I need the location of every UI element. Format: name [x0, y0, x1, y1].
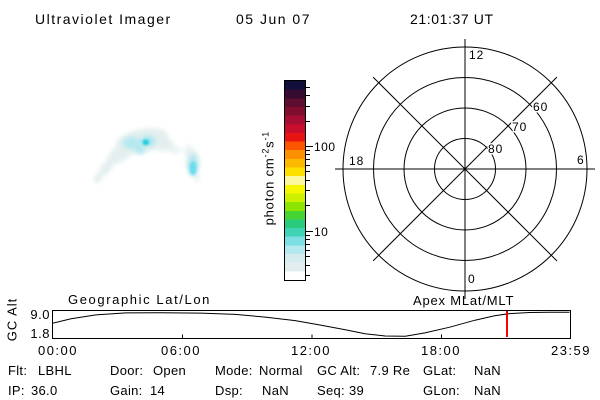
timeline-ymin-label: 1.8: [30, 326, 50, 341]
colorbar-ticks: [306, 87, 313, 276]
colorbar-tick-10: 10: [314, 225, 329, 239]
page-title: Ultraviolet Imager: [35, 11, 172, 27]
colorbar-gradient: [285, 81, 305, 280]
polar-spokes: [335, 39, 595, 299]
timeline-xtick-1200: 12:00: [290, 343, 332, 358]
status-gcalt-label: GC Alt:: [317, 363, 361, 378]
altitude-curve-svg: [52, 311, 570, 338]
status-mode-label: Mode:: [215, 363, 253, 378]
status-dsp-label: Dsp:: [215, 383, 243, 398]
header-timestamp: 21:01:37 UT: [410, 11, 494, 27]
status-ip-label: IP:: [8, 383, 25, 398]
colorbar: [284, 80, 306, 281]
polar-ring-label-80: 80: [488, 142, 503, 156]
timeline-xtick-1800: 18:00: [420, 343, 462, 358]
status-gain-value: 14: [150, 383, 166, 398]
status-ip-value: 36.0: [31, 383, 58, 398]
colorbar-unit-label: photon cm-2s-1: [260, 130, 277, 226]
timeline-title-geographic: Geographic Lat/Lon: [68, 292, 211, 307]
status-door-label: Door:: [110, 363, 144, 378]
status-door-value: Open: [153, 363, 187, 378]
status-glat-value: NaN: [474, 363, 501, 378]
status-gain-label: Gain:: [110, 383, 143, 398]
polar-hour-label-6: 6: [577, 153, 585, 167]
colorbar-tick-100: 100: [314, 140, 336, 154]
status-mode-value: Normal: [259, 363, 303, 378]
status-flt-value: LBHL: [38, 363, 72, 378]
timeline-axis-ticks: [182, 334, 442, 338]
polar-plot: 12 18 6 0 80 70 60: [335, 39, 595, 299]
timeline-xtick-0000: 00:00: [37, 343, 79, 358]
aurora-peak-spot: [143, 140, 148, 145]
polar-ring-label-70: 70: [512, 120, 527, 134]
current-time-marker: [506, 311, 508, 337]
status-glon-value: NaN: [474, 383, 501, 398]
timeline-plot-box: [52, 310, 571, 339]
status-seq-label: Seq:: [317, 383, 345, 398]
timeline-title-apex: Apex MLat/MLT: [413, 293, 515, 308]
timeline-y-axis-title: GC Alt: [4, 297, 20, 342]
status-seq-value: 39: [349, 383, 365, 398]
status-dsp-value: NaN: [262, 383, 289, 398]
polar-hour-label-18: 18: [349, 154, 364, 168]
timeline-xtick-0600: 06:00: [160, 343, 202, 358]
polar-ring-label-60: 60: [533, 100, 548, 114]
status-glon-label: GLon:: [423, 383, 460, 398]
status-gcalt-value: 7.9 Re: [370, 363, 411, 378]
polar-hour-label-0: 0: [468, 272, 476, 286]
polar-hour-label-12: 12: [469, 48, 484, 62]
altitude-curve: [52, 311, 570, 337]
aurora-faint-arc: [93, 127, 200, 183]
status-flt-label: Flt:: [8, 363, 28, 378]
timeline-ymax-label: 9.0: [30, 307, 50, 322]
timeline-xtick-2359: 23:59: [550, 343, 592, 358]
status-glat-label: GLat:: [423, 363, 457, 378]
header-date: 05 Jun 07: [236, 11, 311, 27]
aurora-image: [93, 127, 200, 183]
